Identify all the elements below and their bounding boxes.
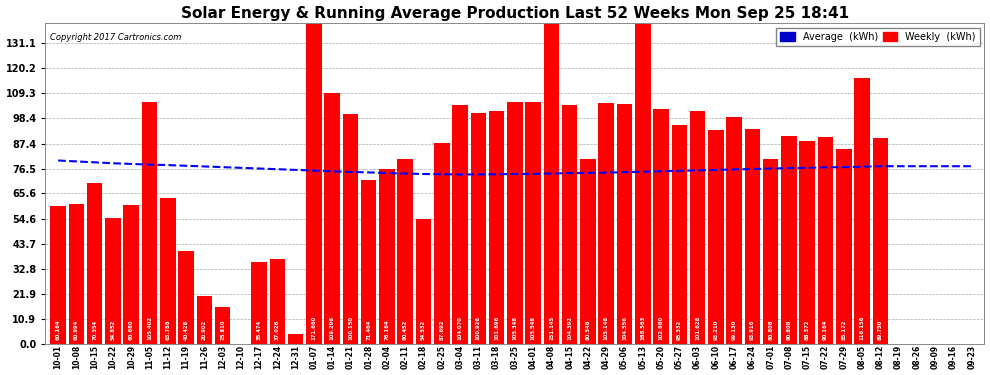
Text: 40.428: 40.428 bbox=[183, 320, 188, 340]
Bar bbox=[160, 198, 175, 344]
Bar bbox=[269, 259, 285, 344]
Bar bbox=[452, 105, 468, 344]
Text: 90.164: 90.164 bbox=[823, 320, 828, 340]
Bar bbox=[544, 0, 559, 344]
Text: 105.402: 105.402 bbox=[147, 316, 152, 340]
Text: 99.130: 99.130 bbox=[732, 320, 737, 340]
Text: 60.994: 60.994 bbox=[74, 320, 79, 340]
Bar bbox=[142, 102, 157, 344]
Bar bbox=[178, 251, 194, 344]
Bar bbox=[489, 111, 504, 344]
Text: 101.696: 101.696 bbox=[494, 316, 499, 340]
Bar bbox=[215, 308, 231, 344]
Bar bbox=[251, 262, 267, 344]
Text: 100.926: 100.926 bbox=[476, 316, 481, 340]
Bar bbox=[361, 180, 376, 344]
Bar bbox=[325, 93, 340, 344]
Text: 37.026: 37.026 bbox=[275, 320, 280, 340]
Text: 85.172: 85.172 bbox=[842, 320, 846, 340]
Text: 63.788: 63.788 bbox=[165, 320, 170, 340]
Bar bbox=[836, 148, 851, 344]
Text: 70.354: 70.354 bbox=[92, 320, 97, 340]
Bar bbox=[434, 143, 449, 344]
Text: 105.548: 105.548 bbox=[531, 316, 536, 340]
Text: Copyright 2017 Cartronics.com: Copyright 2017 Cartronics.com bbox=[50, 33, 181, 42]
Bar bbox=[87, 183, 102, 344]
Bar bbox=[671, 125, 687, 344]
Bar bbox=[507, 102, 523, 344]
Bar bbox=[343, 114, 358, 344]
Text: 104.556: 104.556 bbox=[622, 316, 627, 340]
Text: 109.296: 109.296 bbox=[330, 316, 335, 340]
Bar bbox=[872, 138, 888, 344]
Text: 80.808: 80.808 bbox=[768, 320, 773, 340]
Text: 116.156: 116.156 bbox=[859, 316, 864, 340]
Bar bbox=[690, 111, 705, 344]
Bar bbox=[653, 109, 669, 344]
Text: 100.150: 100.150 bbox=[347, 316, 353, 340]
Bar bbox=[398, 159, 413, 344]
Bar bbox=[306, 0, 322, 344]
Text: 15.810: 15.810 bbox=[220, 320, 225, 340]
Bar bbox=[635, 0, 650, 344]
Bar bbox=[562, 105, 577, 344]
Text: 76.164: 76.164 bbox=[384, 320, 389, 340]
Bar bbox=[818, 137, 834, 344]
Bar bbox=[288, 334, 303, 344]
Text: 60.680: 60.680 bbox=[129, 320, 134, 340]
Text: 54.852: 54.852 bbox=[111, 320, 116, 340]
Text: 87.692: 87.692 bbox=[440, 320, 445, 340]
Text: 35.474: 35.474 bbox=[256, 320, 261, 340]
Text: 102.680: 102.680 bbox=[658, 316, 663, 340]
Text: 90.808: 90.808 bbox=[786, 320, 791, 340]
Bar bbox=[197, 296, 212, 344]
Text: 151.145: 151.145 bbox=[548, 316, 554, 340]
Text: 71.464: 71.464 bbox=[366, 320, 371, 340]
Text: 101.628: 101.628 bbox=[695, 316, 700, 340]
Legend: Average  (kWh), Weekly  (kWh): Average (kWh), Weekly (kWh) bbox=[776, 28, 979, 46]
Bar bbox=[416, 219, 432, 344]
Text: 104.070: 104.070 bbox=[457, 316, 462, 340]
Bar bbox=[854, 78, 870, 344]
Bar bbox=[744, 129, 760, 344]
Text: 88.372: 88.372 bbox=[805, 320, 810, 340]
Bar bbox=[800, 141, 815, 344]
Bar bbox=[727, 117, 742, 344]
Bar bbox=[379, 169, 395, 344]
Bar bbox=[526, 102, 541, 344]
Text: 95.332: 95.332 bbox=[677, 320, 682, 340]
Text: 105.348: 105.348 bbox=[513, 316, 518, 340]
Bar bbox=[580, 159, 596, 344]
Text: 104.392: 104.392 bbox=[567, 316, 572, 340]
Bar bbox=[708, 130, 724, 344]
Text: 171.660: 171.660 bbox=[312, 316, 317, 340]
Bar bbox=[617, 104, 633, 344]
Text: 60.164: 60.164 bbox=[55, 320, 60, 340]
Bar bbox=[470, 112, 486, 344]
Text: 80.452: 80.452 bbox=[403, 320, 408, 340]
Text: 20.902: 20.902 bbox=[202, 320, 207, 340]
Bar bbox=[763, 159, 778, 344]
Text: 188.563: 188.563 bbox=[641, 316, 645, 340]
Text: 93.916: 93.916 bbox=[749, 320, 755, 340]
Bar bbox=[68, 204, 84, 344]
Text: 54.532: 54.532 bbox=[421, 320, 426, 340]
Text: 105.148: 105.148 bbox=[604, 316, 609, 340]
Bar bbox=[50, 206, 66, 344]
Bar bbox=[105, 218, 121, 344]
Text: 80.548: 80.548 bbox=[585, 320, 590, 340]
Text: 89.750: 89.750 bbox=[878, 320, 883, 340]
Title: Solar Energy & Running Average Production Last 52 Weeks Mon Sep 25 18:41: Solar Energy & Running Average Productio… bbox=[181, 6, 849, 21]
Bar bbox=[781, 136, 797, 344]
Bar bbox=[124, 205, 139, 344]
Text: 93.210: 93.210 bbox=[714, 320, 719, 340]
Bar bbox=[599, 103, 614, 344]
